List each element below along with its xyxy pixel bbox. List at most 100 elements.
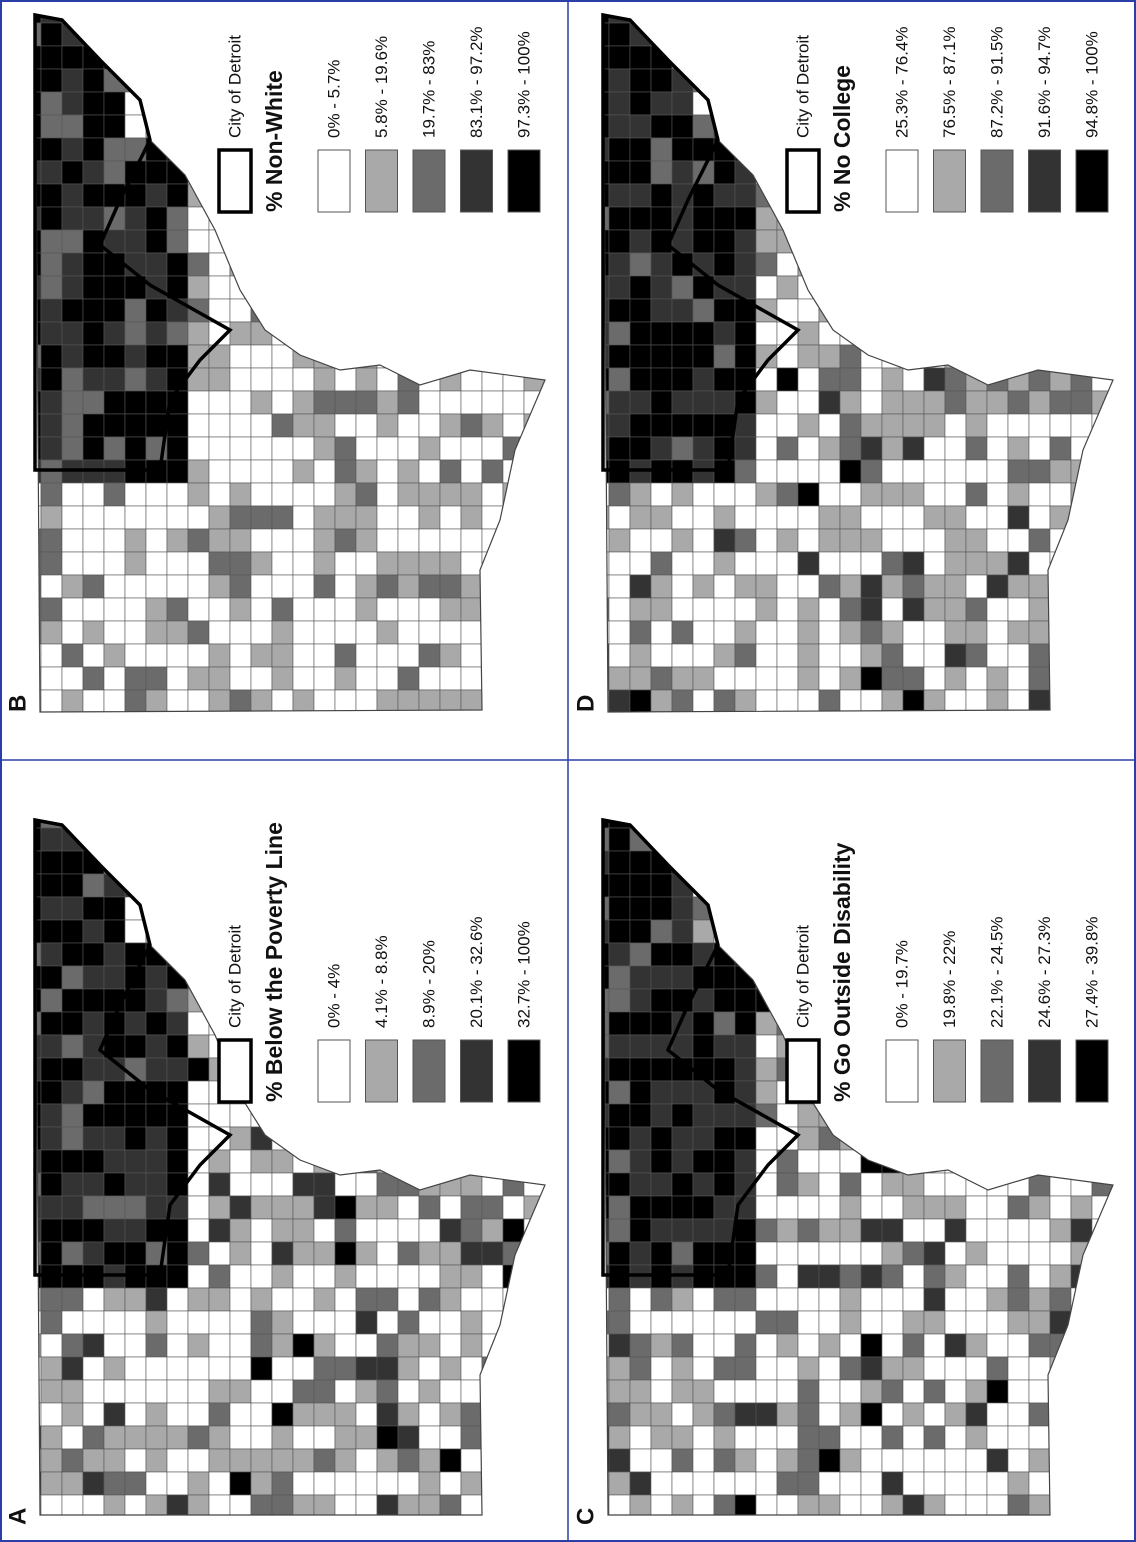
tract — [861, 1380, 882, 1403]
legend-swatch — [1029, 150, 1061, 212]
tract — [756, 552, 777, 575]
tract — [398, 529, 419, 552]
tract — [840, 1196, 861, 1219]
tract — [609, 391, 630, 414]
tract — [419, 414, 440, 437]
tract — [798, 368, 819, 391]
tract — [62, 621, 83, 644]
legend-label: 8.9% - 20% — [420, 940, 439, 1028]
tract — [651, 115, 672, 138]
tract — [651, 598, 672, 621]
tract — [903, 1380, 924, 1403]
legend-label: 91.6% - 94.7% — [1035, 26, 1054, 138]
tract — [651, 1357, 672, 1380]
tract — [672, 414, 693, 437]
tract — [41, 322, 62, 345]
tract — [693, 1380, 714, 1403]
tract — [840, 1380, 861, 1403]
tract — [777, 276, 798, 299]
tract — [398, 552, 419, 575]
tract — [777, 1173, 798, 1196]
tract — [104, 690, 125, 713]
tract — [398, 414, 419, 437]
tract — [651, 161, 672, 184]
tract — [924, 1288, 945, 1311]
tract — [419, 1426, 440, 1449]
tract — [482, 437, 503, 460]
tract — [735, 207, 756, 230]
tract — [419, 506, 440, 529]
tract — [819, 414, 840, 437]
tract — [861, 621, 882, 644]
tract — [1029, 667, 1050, 690]
tract — [104, 345, 125, 368]
tract — [377, 690, 398, 713]
tract — [398, 1334, 419, 1357]
tract — [251, 1150, 272, 1173]
tract — [62, 1334, 83, 1357]
tract — [398, 1288, 419, 1311]
tract — [41, 345, 62, 368]
tract — [83, 1288, 104, 1311]
tract — [882, 575, 903, 598]
tract — [840, 1311, 861, 1334]
tract — [104, 92, 125, 115]
tract — [651, 1311, 672, 1334]
tract — [924, 1472, 945, 1495]
tract — [41, 46, 62, 69]
tract — [62, 184, 83, 207]
tract — [188, 575, 209, 598]
tract — [335, 1380, 356, 1403]
tract — [756, 529, 777, 552]
tract — [798, 552, 819, 575]
tract — [272, 1426, 293, 1449]
tract — [230, 460, 251, 483]
tract — [966, 1472, 987, 1495]
tract — [356, 644, 377, 667]
tract — [419, 598, 440, 621]
tract — [714, 1472, 735, 1495]
tract — [672, 897, 693, 920]
tract — [335, 1334, 356, 1357]
tract — [630, 1035, 651, 1058]
tract — [966, 1196, 987, 1219]
tract — [945, 552, 966, 575]
tract — [167, 1150, 188, 1173]
tract — [840, 1219, 861, 1242]
tract — [630, 1150, 651, 1173]
tract — [609, 299, 630, 322]
tract — [335, 1219, 356, 1242]
tract — [440, 598, 461, 621]
tract — [62, 851, 83, 874]
tract — [41, 1058, 62, 1081]
tract — [335, 1265, 356, 1288]
tract — [798, 1288, 819, 1311]
tract — [335, 460, 356, 483]
tract — [419, 1196, 440, 1219]
tract — [251, 460, 272, 483]
tract — [861, 667, 882, 690]
tract — [272, 1403, 293, 1426]
tract — [167, 483, 188, 506]
tract — [1050, 1288, 1071, 1311]
tract — [714, 1426, 735, 1449]
tract — [125, 1035, 146, 1058]
tract — [945, 1288, 966, 1311]
tract — [777, 1380, 798, 1403]
tract — [756, 1265, 777, 1288]
tract — [83, 92, 104, 115]
tract — [104, 299, 125, 322]
tract — [777, 1357, 798, 1380]
tract — [461, 1426, 482, 1449]
tract — [777, 575, 798, 598]
tract — [398, 1242, 419, 1265]
tract — [714, 253, 735, 276]
tract — [966, 437, 987, 460]
tract — [924, 368, 945, 391]
tract — [693, 299, 714, 322]
tract — [41, 69, 62, 92]
legend-label: 24.6% - 27.3% — [1035, 916, 1054, 1028]
tract — [945, 529, 966, 552]
tract — [714, 1449, 735, 1472]
tract — [945, 391, 966, 414]
